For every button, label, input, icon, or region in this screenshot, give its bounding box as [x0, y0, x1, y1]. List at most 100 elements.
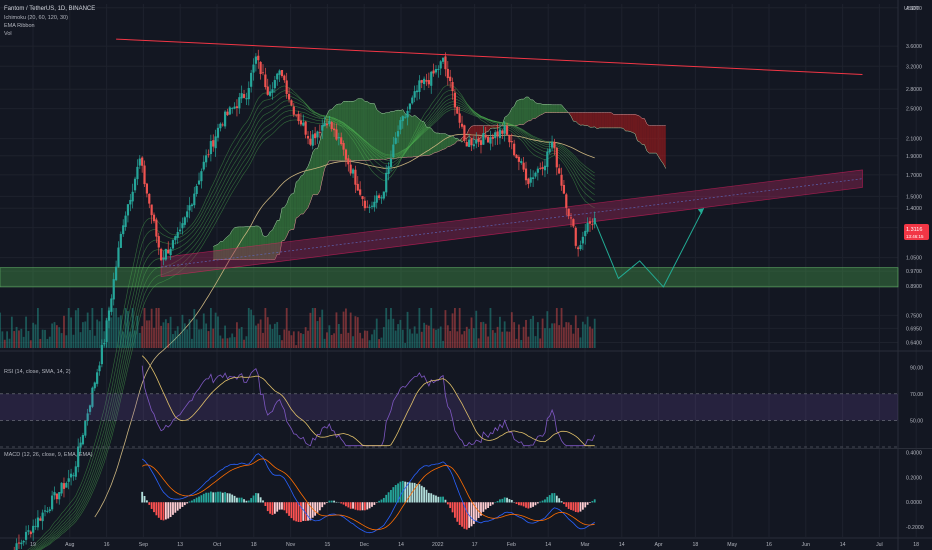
candle-body[interactable]	[555, 147, 558, 168]
candle-body[interactable]	[344, 149, 348, 160]
candle-body[interactable]	[534, 172, 537, 177]
rsi-title[interactable]: RSI (14, close, SMA, 14, 2)	[4, 369, 71, 375]
candle-body[interactable]	[581, 236, 584, 244]
candle-body[interactable]	[96, 372, 99, 384]
candle-body[interactable]	[572, 219, 575, 227]
rsi-ma-line[interactable]	[141, 355, 595, 447]
candle-body[interactable]	[524, 168, 528, 181]
candle-body[interactable]	[131, 191, 134, 202]
candle-body[interactable]	[363, 200, 366, 209]
candle-body[interactable]	[328, 120, 331, 125]
candle-body[interactable]	[408, 103, 412, 110]
candle-body[interactable]	[299, 120, 303, 125]
candle-body[interactable]	[387, 166, 390, 174]
candle-body[interactable]	[446, 68, 449, 79]
candle-body[interactable]	[323, 123, 326, 127]
candle-body[interactable]	[385, 172, 388, 193]
candle-body[interactable]	[129, 199, 132, 205]
candle-body[interactable]	[468, 139, 471, 147]
candlestick-series[interactable]	[0, 49, 596, 550]
candle-body[interactable]	[15, 543, 18, 550]
candle-body[interactable]	[505, 125, 509, 135]
candle-body[interactable]	[584, 230, 587, 237]
macd-line[interactable]	[141, 453, 595, 534]
candle-body[interactable]	[510, 141, 513, 143]
candle-body[interactable]	[560, 174, 563, 186]
candle-body[interactable]	[477, 138, 480, 142]
candle-body[interactable]	[88, 405, 92, 412]
candle-body[interactable]	[136, 166, 139, 180]
candle-body[interactable]	[278, 70, 281, 75]
candle-body[interactable]	[285, 80, 288, 94]
candle-body[interactable]	[190, 204, 194, 207]
candle-body[interactable]	[432, 70, 435, 74]
candle-body[interactable]	[107, 310, 111, 321]
candle-body[interactable]	[261, 72, 265, 74]
candle-body[interactable]	[254, 56, 257, 64]
candle-body[interactable]	[361, 196, 364, 200]
candle-body[interactable]	[167, 249, 170, 254]
candle-body[interactable]	[181, 223, 184, 229]
candle-body[interactable]	[520, 160, 523, 164]
candle-body[interactable]	[415, 90, 419, 93]
candle-body[interactable]	[207, 154, 210, 156]
candle-body[interactable]	[60, 482, 63, 494]
candle-body[interactable]	[548, 149, 551, 153]
candle-body[interactable]	[565, 194, 568, 208]
candle-body[interactable]	[171, 240, 175, 249]
candle-body[interactable]	[368, 206, 371, 208]
candle-body[interactable]	[543, 165, 547, 171]
projection-path[interactable]	[594, 207, 705, 288]
candle-body[interactable]	[247, 88, 250, 100]
candle-body[interactable]	[396, 131, 400, 137]
rsi-pane[interactable]	[0, 355, 898, 448]
candle-body[interactable]	[65, 482, 68, 488]
candle-body[interactable]	[496, 131, 499, 137]
candle-body[interactable]	[287, 93, 291, 100]
candle-body[interactable]	[375, 195, 378, 203]
candle-body[interactable]	[233, 106, 236, 109]
candle-body[interactable]	[309, 138, 312, 145]
candle-body[interactable]	[138, 158, 141, 166]
candle-body[interactable]	[351, 169, 355, 174]
candle-body[interactable]	[456, 106, 459, 114]
candle-body[interactable]	[53, 492, 56, 496]
candle-body[interactable]	[420, 80, 423, 83]
channel-band[interactable]	[160, 169, 863, 277]
candle-body[interactable]	[164, 248, 167, 260]
candle-body[interactable]	[41, 512, 44, 522]
candle-body[interactable]	[193, 193, 196, 206]
candle-body[interactable]	[588, 221, 592, 224]
candle-body[interactable]	[290, 100, 293, 106]
candle-body[interactable]	[484, 134, 487, 138]
resistance-trendline[interactable]	[116, 38, 863, 76]
candle-body[interactable]	[470, 138, 473, 146]
candle-body[interactable]	[430, 71, 433, 86]
candle-body[interactable]	[22, 540, 25, 543]
candle-body[interactable]	[81, 435, 85, 445]
candle-body[interactable]	[394, 137, 397, 144]
candle-body[interactable]	[242, 94, 246, 98]
rising-channel[interactable]	[160, 169, 863, 277]
candle-body[interactable]	[314, 133, 317, 139]
candle-body[interactable]	[269, 91, 272, 96]
candle-body[interactable]	[539, 167, 542, 169]
candle-body[interactable]	[536, 168, 539, 173]
candle-body[interactable]	[550, 142, 554, 148]
candle-body[interactable]	[240, 93, 243, 99]
candle-body[interactable]	[302, 122, 305, 126]
indicator-ichimoku[interactable]: Ichimoku (20, 60, 120, 30)	[4, 15, 68, 21]
candle-body[interactable]	[231, 107, 234, 109]
candle-body[interactable]	[401, 116, 404, 122]
candle-body[interactable]	[115, 266, 118, 281]
candle-body[interactable]	[155, 219, 158, 237]
candle-body[interactable]	[370, 205, 374, 207]
candle-body[interactable]	[340, 137, 343, 145]
candle-body[interactable]	[579, 244, 582, 250]
candle-body[interactable]	[55, 493, 58, 500]
candle-body[interactable]	[399, 120, 402, 130]
candle-body[interactable]	[67, 478, 70, 482]
candle-body[interactable]	[508, 134, 511, 143]
projection-polyline[interactable]	[594, 207, 705, 288]
candle-body[interactable]	[223, 111, 227, 127]
